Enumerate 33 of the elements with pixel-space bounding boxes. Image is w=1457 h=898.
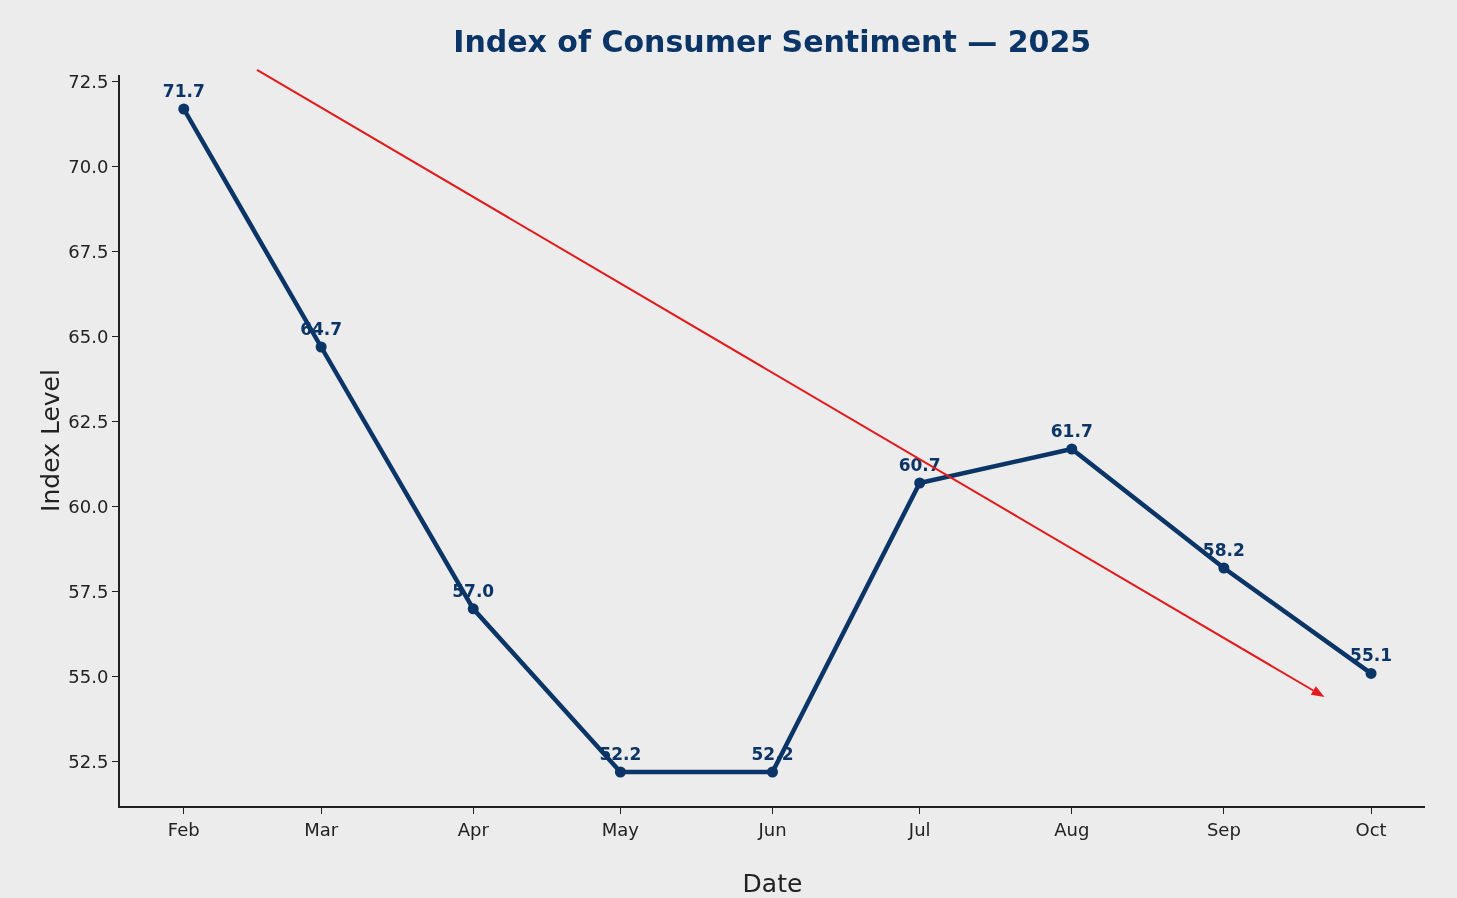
point <box>178 103 190 115</box>
y-tick-label: 70.0 <box>68 156 109 178</box>
point <box>914 477 926 489</box>
x-tick-label: Apr <box>457 818 490 840</box>
data-label: 55.1 <box>1350 645 1393 666</box>
x-tick-label: Aug <box>1054 818 1090 840</box>
x-tick-label: Mar <box>304 818 339 840</box>
y-tick-label: 65.0 <box>68 326 109 348</box>
y-tick-label: 60.0 <box>68 496 109 518</box>
y-axis-title: Index Level <box>36 369 65 512</box>
x-tick-label: Jul <box>907 818 931 840</box>
x-tick-label: Feb <box>167 818 200 840</box>
y-tick-label: 72.5 <box>68 71 109 93</box>
point <box>1066 443 1078 455</box>
y-tick-label: 67.5 <box>68 241 109 263</box>
point <box>1365 667 1377 679</box>
x-tick-label: Jun <box>757 818 787 840</box>
data-label: 71.7 <box>162 80 205 101</box>
point <box>614 766 626 778</box>
point <box>467 603 479 615</box>
point <box>1218 562 1230 574</box>
data-label: 61.7 <box>1050 420 1093 441</box>
y-tick-label: 52.5 <box>68 751 109 773</box>
y-tick-label: 62.5 <box>68 411 109 433</box>
point <box>315 341 327 353</box>
chart-title: Index of Consumer Sentiment — 2025 <box>453 24 1092 60</box>
x-tick-label: Sep <box>1206 818 1241 840</box>
point <box>767 766 778 778</box>
x-tick-label: May <box>601 818 640 840</box>
y-tick-label: 55.0 <box>68 666 109 688</box>
y-tick-label: 57.5 <box>68 581 109 603</box>
x-tick-label: Oct <box>1355 818 1387 840</box>
x-axis-title: Date <box>742 869 803 898</box>
